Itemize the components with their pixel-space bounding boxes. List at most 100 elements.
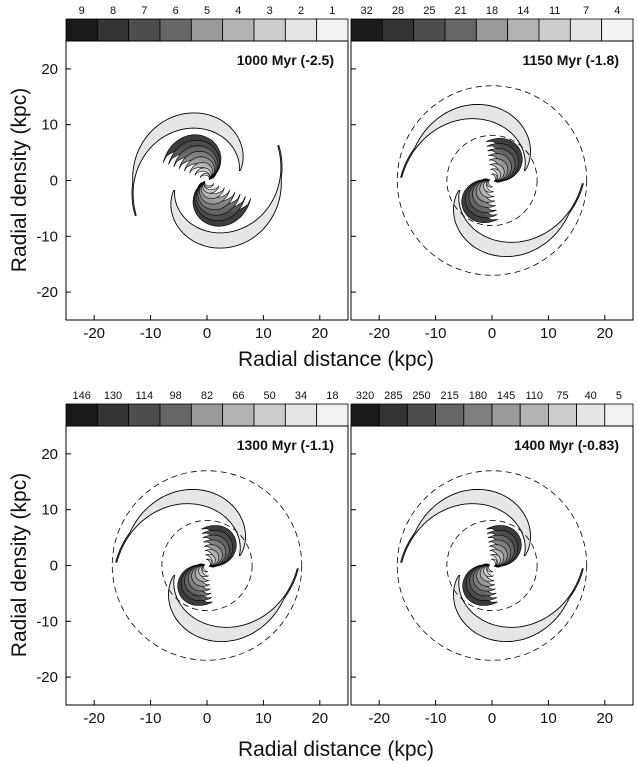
x-tick-label: 0 xyxy=(203,325,211,342)
colorbar-swatch xyxy=(576,403,606,427)
x-tick-label: 0 xyxy=(203,710,211,727)
x-tick-label: 0 xyxy=(488,710,496,727)
colorbar-level-label: 98 xyxy=(170,390,182,402)
panel-3: 146 130 114 98 82 66 50 34 18 -20 -10 0 10 20 -20 -10 0 1… xyxy=(36,390,349,727)
colorbar-swatch xyxy=(253,18,286,42)
colorbar-swatch xyxy=(284,403,318,427)
colorbar-level-label: 14 xyxy=(517,5,529,17)
x-tick-label: 20 xyxy=(311,710,328,727)
colorbar-level-label: 4 xyxy=(614,5,620,17)
x-tick-label: 0 xyxy=(488,325,496,342)
colorbar-level-label: 320 xyxy=(356,390,374,402)
colorbar-level-label: 2 xyxy=(298,5,304,17)
colorbar-level-label: 285 xyxy=(384,390,402,402)
y-tick-label: 0 xyxy=(50,558,58,575)
x-tick-label: 10 xyxy=(255,710,272,727)
density-contour xyxy=(483,179,494,193)
panel-title: 1300 Myr (-1.1) xyxy=(237,437,334,453)
colorbar-level-label: 6 xyxy=(173,5,179,17)
colorbar-swatch xyxy=(507,18,540,42)
colorbar-swatch xyxy=(128,18,161,42)
density-contour xyxy=(199,173,210,181)
colorbar-swatch xyxy=(435,403,465,427)
colorbar-level-label: 18 xyxy=(486,5,498,17)
y-tick-label: 20 xyxy=(41,61,58,78)
colorbar-level-label: 250 xyxy=(412,390,430,402)
density-contour xyxy=(205,554,216,567)
x-tick-label: -20 xyxy=(368,710,390,727)
colorbar-level-label: 21 xyxy=(455,5,467,17)
x-tick-label: -10 xyxy=(140,325,162,342)
panel-title: 1400 Myr (-0.83) xyxy=(514,437,619,453)
spiral-arm xyxy=(453,568,584,643)
colorbar-swatch xyxy=(601,18,634,42)
colorbar-swatch xyxy=(350,18,383,42)
colorbar-swatch xyxy=(253,403,286,427)
colorbar-level-label: 215 xyxy=(441,390,459,402)
density-contour xyxy=(204,180,215,188)
colorbar-level-label: 7 xyxy=(583,5,589,17)
x-tick-label: -10 xyxy=(425,325,447,342)
colorbar-level-label: 9 xyxy=(79,5,85,17)
colorbar-swatch xyxy=(65,18,98,42)
colorbar-swatch xyxy=(463,403,493,427)
x-tick-label: 10 xyxy=(540,325,557,342)
colorbar-level-label: 75 xyxy=(556,390,568,402)
x-tick-label: 20 xyxy=(596,325,613,342)
colorbar-swatch xyxy=(190,18,224,42)
colorbar-level-label: 110 xyxy=(526,390,544,402)
colorbar-swatch xyxy=(381,18,415,42)
panel-4: 320 285 250 215 180 145 110 75 40 5 -20 -10 0 10 20 140… xyxy=(350,390,634,727)
colorbar-swatch xyxy=(159,18,192,42)
panel-title: 1150 Myr (-1.8) xyxy=(523,52,620,68)
density-contour xyxy=(483,564,494,577)
density-contour xyxy=(490,173,498,182)
x-tick-label: 10 xyxy=(540,710,557,727)
colorbar-swatch xyxy=(548,403,578,427)
colorbar-swatch xyxy=(413,18,446,42)
plot-area xyxy=(350,425,634,706)
colorbar-swatch xyxy=(350,403,380,427)
x-tick-label: -10 xyxy=(425,710,447,727)
panel-2: 32 28 25 21 18 14 11 7 4 -20 -10 0 10 20 1150 Myr (-1.… xyxy=(350,5,634,342)
colorbar-swatch xyxy=(284,18,318,42)
density-contour xyxy=(486,179,494,188)
colorbar-level-label: 7 xyxy=(141,5,147,17)
x-tick-label: -20 xyxy=(368,325,390,342)
colorbar-level-label: 25 xyxy=(423,5,435,17)
spiral-arm xyxy=(170,144,283,249)
y-tick-label: 10 xyxy=(41,502,58,519)
density-contour xyxy=(202,181,220,194)
reference-ring xyxy=(446,134,538,227)
colorbar-swatch xyxy=(604,403,634,427)
colorbar-level-label: 114 xyxy=(136,390,154,402)
colorbar-level-label: 3 xyxy=(267,5,273,17)
spiral-arm xyxy=(115,488,246,563)
x-axis-label-bottom: Radial distance (kpc) xyxy=(238,738,434,761)
y-tick-label: -20 xyxy=(36,284,58,301)
x-tick-label: 10 xyxy=(255,325,272,342)
colorbar-swatch xyxy=(378,403,408,427)
y-axis-label-bottom: Radial density (kpc) xyxy=(8,473,31,657)
plot-content xyxy=(111,470,303,661)
colorbar-level-label: 66 xyxy=(232,390,244,402)
panel-1: 9 8 7 6 5 4 3 2 1 -20 -10 0 10 20 -20 -10 0 10 20 1000 Myr … xyxy=(36,5,349,342)
y-tick-label: -20 xyxy=(36,669,58,686)
colorbar-swatch xyxy=(222,18,255,42)
colorbar-swatch xyxy=(65,403,98,427)
colorbar-level-label: 145 xyxy=(497,390,515,402)
x-axis-label-top: Radial distance (kpc) xyxy=(238,348,434,371)
panel-title: 1000 Myr (-2.5) xyxy=(237,52,334,68)
colorbar-swatch xyxy=(316,18,349,42)
density-contour xyxy=(194,167,212,180)
colorbar-level-label: 4 xyxy=(235,5,241,17)
colorbar-swatch xyxy=(190,403,224,427)
colorbar-level-label: 8 xyxy=(110,5,116,17)
y-tick-label: 0 xyxy=(50,173,58,190)
y-tick-label: 20 xyxy=(41,446,58,463)
plot-area xyxy=(350,40,634,321)
colorbar-swatch xyxy=(444,18,477,42)
colorbar-swatch xyxy=(222,403,255,427)
colorbar-level-label: 40 xyxy=(585,390,597,402)
